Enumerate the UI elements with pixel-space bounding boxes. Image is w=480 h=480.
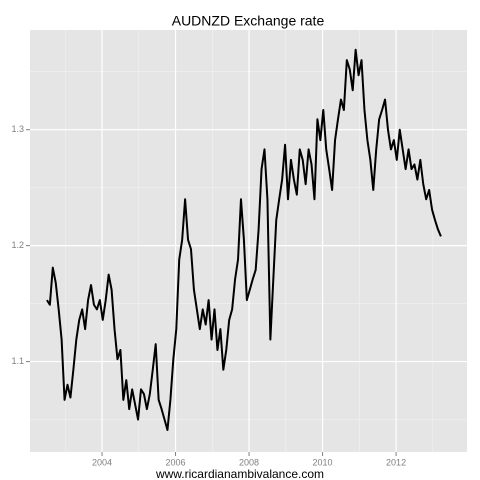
x-tick-label: 2004 bbox=[92, 457, 112, 467]
x-tick-label: 2008 bbox=[239, 457, 259, 467]
x-tick-label: 2012 bbox=[386, 457, 406, 467]
data-line bbox=[46, 48, 442, 431]
y-tick-label: 1.2 bbox=[11, 240, 24, 250]
x-axis-label: www.ricardianambivalance.com bbox=[155, 467, 324, 480]
x-tick-label: 2006 bbox=[166, 457, 186, 467]
x-tick-label: 2010 bbox=[313, 457, 333, 467]
y-tick-label: 1.3 bbox=[11, 124, 24, 134]
chart-title: AUDNZD Exchange rate bbox=[172, 13, 325, 29]
y-tick-label: 1.1 bbox=[11, 356, 24, 366]
